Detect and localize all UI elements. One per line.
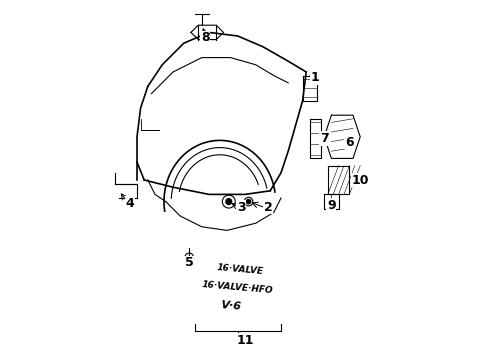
Text: 6: 6 — [345, 136, 354, 149]
Text: 16·VALVE: 16·VALVE — [216, 264, 264, 276]
Circle shape — [246, 199, 251, 204]
Text: 9: 9 — [327, 199, 336, 212]
Text: 8: 8 — [201, 31, 210, 44]
Text: 5: 5 — [185, 256, 194, 269]
Text: 4: 4 — [125, 197, 134, 210]
Text: 11: 11 — [236, 334, 254, 347]
Text: 3: 3 — [237, 201, 245, 213]
Text: 16·VALVE·HFO: 16·VALVE·HFO — [202, 280, 274, 296]
Circle shape — [226, 199, 232, 204]
Text: 1: 1 — [311, 71, 319, 84]
Text: 10: 10 — [351, 174, 369, 186]
Text: V·6: V·6 — [220, 300, 241, 312]
Text: 7: 7 — [320, 132, 329, 145]
Text: 2: 2 — [264, 201, 273, 213]
